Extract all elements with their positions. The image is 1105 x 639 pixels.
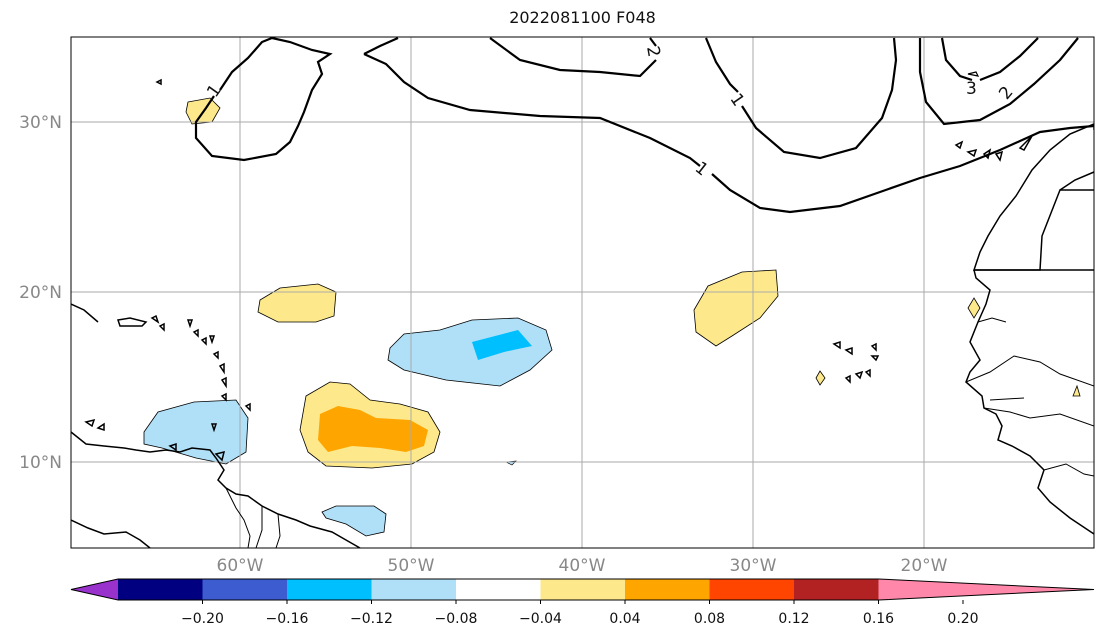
- colorbar-extend-high: [878, 579, 1094, 600]
- lat-label-10n: 10°N: [19, 453, 62, 473]
- colorbar-tick-label: 0.04: [609, 611, 640, 627]
- colorbar-segment: [709, 579, 795, 600]
- colorbar: [70, 578, 1095, 601]
- colorbar-tick-label: 0.08: [694, 611, 725, 627]
- colorbar-tick-label: −0.08: [435, 611, 478, 627]
- plot-title: 2022081100 F048: [509, 8, 656, 27]
- colorbar-ticks: −0.20 −0.16 −0.12 −0.08 −0.04 0.04 0.08 0.12 0.1…: [181, 600, 979, 627]
- lat-label-30n: 30°N: [19, 113, 62, 133]
- anomaly-fills: [143, 97, 1081, 537]
- colorbar-tick-label: −0.16: [266, 611, 309, 627]
- colorbar-segment: [287, 579, 372, 600]
- colorbar-outline: [70, 578, 1095, 601]
- colorbar-tick-label: −0.20: [181, 611, 224, 627]
- colorbar-tick-label: −0.12: [350, 611, 393, 627]
- colorbar-segment: [202, 579, 288, 600]
- svg-text:2: 2: [642, 45, 664, 59]
- lon-label-30w: 30°W: [730, 556, 777, 576]
- colorbar-segment: [456, 579, 541, 600]
- svg-text:3: 3: [966, 79, 977, 99]
- longitude-labels: 60°W 50°W 40°W 30°W 20°W: [217, 556, 948, 576]
- lon-label-60w: 60°W: [217, 556, 264, 576]
- lon-label-20w: 20°W: [901, 556, 948, 576]
- lon-label-40w: 40°W: [559, 556, 606, 576]
- colorbar-tick-label: −0.04: [519, 611, 562, 627]
- colorbar-tick-label: 0.12: [778, 611, 809, 627]
- colorbar-tick-label: 0.16: [863, 611, 894, 627]
- colorbar-segment: [625, 579, 710, 600]
- lat-label-20n: 20°N: [19, 283, 62, 303]
- colorbar-segment: [371, 579, 457, 600]
- colorbar-tick-label: 0.20: [947, 611, 978, 627]
- lon-label-50w: 50°W: [388, 556, 435, 576]
- colorbar-segment: [118, 579, 203, 600]
- coastlines: [71, 78, 1094, 548]
- contour-lines: [194, 37, 1094, 214]
- latitude-labels: 30°N 20°N 10°N: [19, 113, 62, 473]
- colorbar-extend-low: [71, 579, 118, 600]
- colorbar-segment: [794, 579, 879, 600]
- map-frame: [70, 36, 1095, 549]
- colorbar-segment: [540, 579, 626, 600]
